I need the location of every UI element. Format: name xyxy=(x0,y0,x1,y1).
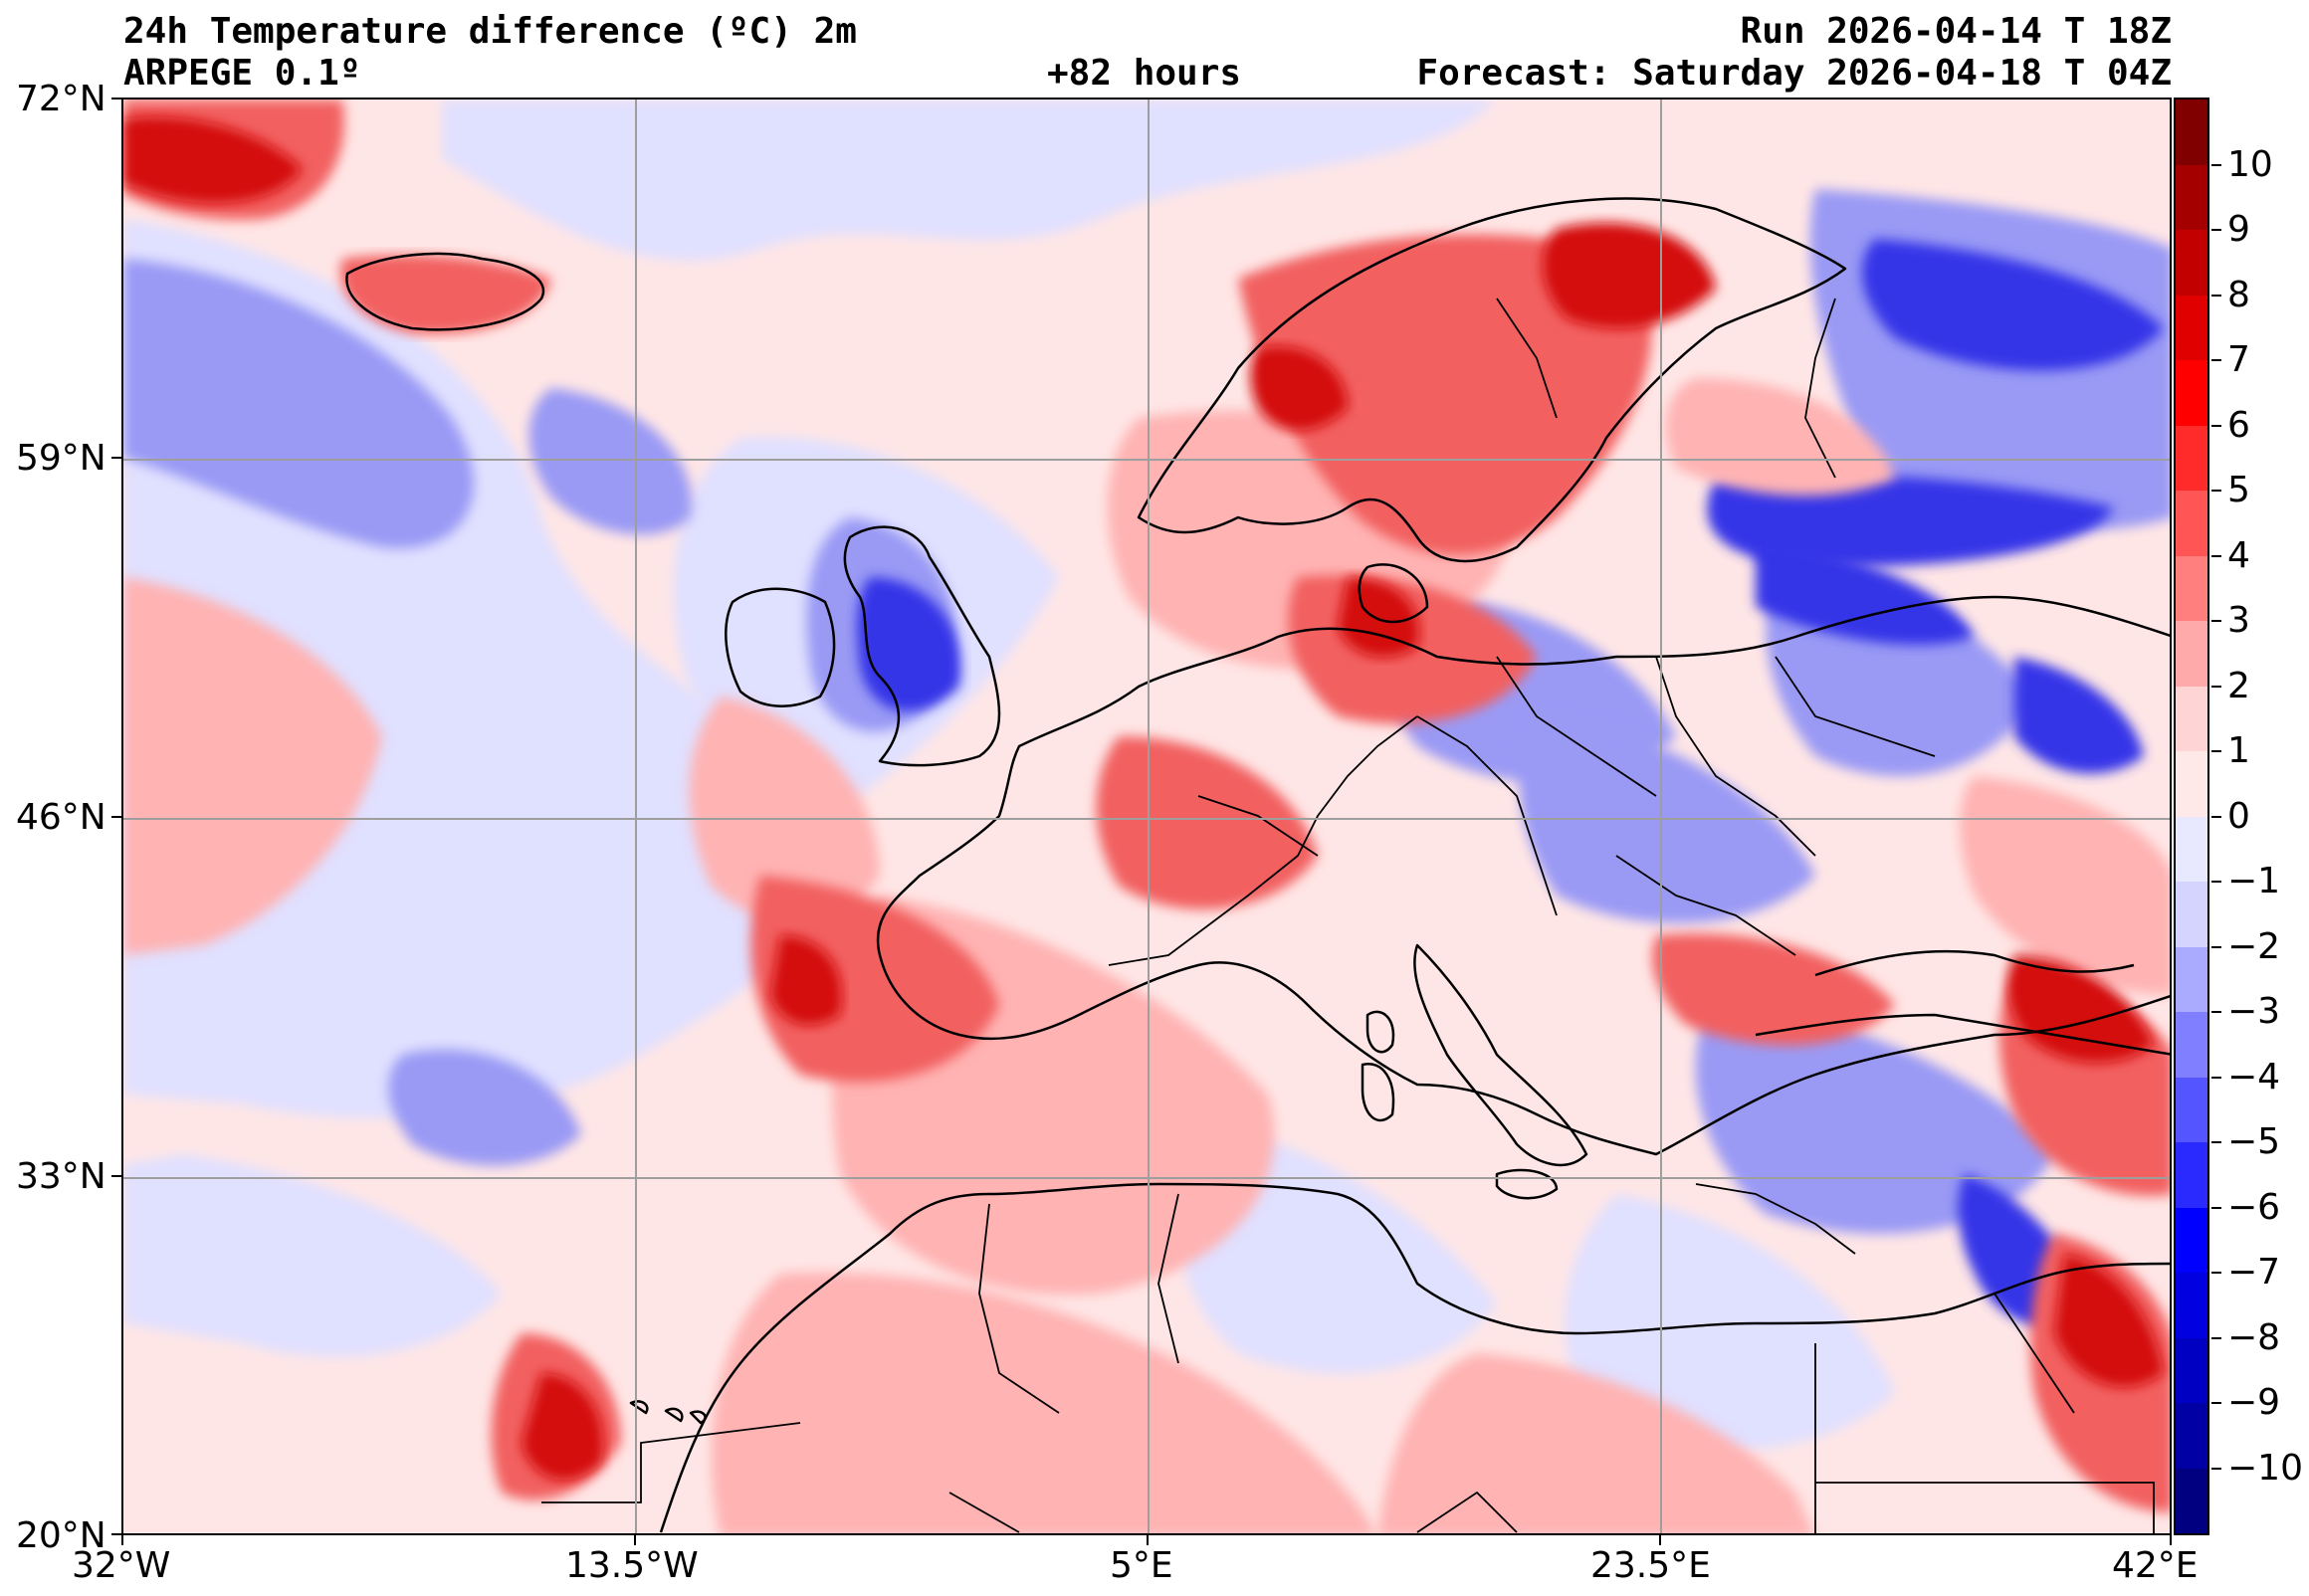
colorbar-segment xyxy=(2176,686,2207,752)
lon-tick xyxy=(1659,1535,1661,1545)
colorbar-label: −8 xyxy=(2227,1316,2281,1358)
lon-label-5e: 5°E xyxy=(1110,1545,1173,1586)
colorbar-tick xyxy=(2211,945,2221,948)
country-borders xyxy=(541,298,2155,1533)
colorbar-segment xyxy=(2176,621,2207,688)
lon-label-32w: 32°W xyxy=(72,1545,171,1586)
lat-label-59n: 59°N xyxy=(16,438,106,479)
colorbar-segment xyxy=(2176,1207,2207,1274)
colorbar-label: 7 xyxy=(2227,339,2250,380)
colorbar-tick xyxy=(2211,881,2221,883)
colorbar-segment xyxy=(2176,1142,2207,1209)
lon-tick xyxy=(121,1535,123,1545)
colorbar-label: −1 xyxy=(2227,861,2281,901)
lat-tick xyxy=(111,816,121,818)
colorbar-tick xyxy=(2211,294,2221,297)
colorbar-segment xyxy=(2176,100,2207,166)
colorbar-segment xyxy=(2176,882,2207,948)
colorbar-tick xyxy=(2211,1206,2221,1209)
colorbar-segment xyxy=(2176,751,2207,818)
colorbar-tick xyxy=(2211,490,2221,492)
lat-label-33n: 33°N xyxy=(16,1156,106,1197)
coastlines xyxy=(345,197,2170,1533)
colorbar-tick xyxy=(2211,1076,2221,1079)
colorbar-label: −6 xyxy=(2227,1186,2281,1228)
colorbar-segment xyxy=(2176,1468,2207,1533)
colorbar-label: 5 xyxy=(2227,470,2250,510)
map-title: 24h Temperature difference (ºC) 2m xyxy=(123,11,857,52)
lat-label-20n: 20°N xyxy=(16,1515,106,1556)
colorbar-tick xyxy=(2211,620,2221,622)
lon-label-13-5w: 13.5°W xyxy=(565,1545,699,1586)
temperature-field xyxy=(123,100,2170,1533)
colorbar-label: −7 xyxy=(2227,1252,2281,1293)
colorbar-label: 8 xyxy=(2227,274,2250,315)
model-name: ARPEGE 0.1º xyxy=(123,53,361,94)
run-time: Run 2026-04-14 T 18Z xyxy=(1740,11,2172,52)
colorbar-tick xyxy=(2211,1141,2221,1143)
colorbar-label: 3 xyxy=(2227,600,2250,641)
lat-tick xyxy=(111,457,121,459)
colorbar-label: 1 xyxy=(2227,730,2250,771)
colorbar-tick xyxy=(2211,750,2221,752)
lat-tick xyxy=(111,98,121,100)
colorbar-label: 9 xyxy=(2227,209,2250,250)
colorbar-segment xyxy=(2176,425,2207,492)
colorbar-segment xyxy=(2176,1077,2207,1143)
colorbar-tick xyxy=(2211,229,2221,231)
lat-label-72n: 72°N xyxy=(16,79,106,119)
colorbar-segment xyxy=(2176,816,2207,883)
lon-tick xyxy=(634,1535,636,1545)
lat-tick xyxy=(111,1533,121,1535)
colorbar-tick xyxy=(2211,1402,2221,1404)
colorbar-segment xyxy=(2176,295,2207,361)
colorbar-tick xyxy=(2211,1467,2221,1470)
colorbar-label: −3 xyxy=(2227,991,2281,1032)
colorbar-tick xyxy=(2211,685,2221,688)
colorbar-label: 6 xyxy=(2227,404,2250,446)
colorbar-segment xyxy=(2176,1403,2207,1470)
colorbar-tick xyxy=(2211,359,2221,361)
colorbar-segment xyxy=(2176,360,2207,427)
lat-label-46n: 46°N xyxy=(16,797,106,838)
colorbar-tick xyxy=(2211,1011,2221,1013)
colorbar xyxy=(2174,98,2209,1535)
colorbar-tick xyxy=(2211,424,2221,427)
colorbar-label: 4 xyxy=(2227,534,2250,576)
lon-tick xyxy=(2170,1535,2172,1545)
colorbar-label: 0 xyxy=(2227,795,2250,837)
colorbar-label: 2 xyxy=(2227,665,2250,706)
lon-tick xyxy=(1147,1535,1149,1545)
colorbar-tick xyxy=(2211,1336,2221,1339)
colorbar-tick xyxy=(2211,163,2221,166)
colorbar-tick xyxy=(2211,1272,2221,1274)
temperature-map[interactable] xyxy=(121,98,2172,1535)
colorbar-segment xyxy=(2176,491,2207,557)
colorbar-tick xyxy=(2211,554,2221,557)
colorbar-label: −2 xyxy=(2227,925,2281,967)
colorbar-tick xyxy=(2211,815,2221,818)
colorbar-label: −4 xyxy=(2227,1056,2281,1097)
colorbar-label: −5 xyxy=(2227,1121,2281,1162)
colorbar-segment xyxy=(2176,1337,2207,1404)
lat-tick xyxy=(111,1175,121,1177)
colorbar-label: −10 xyxy=(2227,1447,2303,1489)
colorbar-segment xyxy=(2176,946,2207,1013)
colorbar-segment xyxy=(2176,230,2207,297)
colorbar-segment xyxy=(2176,1012,2207,1079)
graticule xyxy=(123,100,2170,1533)
colorbar-segment xyxy=(2176,555,2207,622)
colorbar-label: 10 xyxy=(2227,143,2273,185)
map-svg xyxy=(123,100,2170,1533)
lon-label-42e: 42°E xyxy=(2112,1545,2199,1586)
forecast-time: Forecast: Saturday 2026-04-18 T 04Z xyxy=(1416,53,2172,94)
colorbar-segment xyxy=(2176,164,2207,231)
lon-label-23-5e: 23.5°E xyxy=(1590,1545,1711,1586)
colorbar-segment xyxy=(2176,1273,2207,1339)
colorbar-label: −9 xyxy=(2227,1382,2281,1423)
lead-time: +82 hours xyxy=(1047,53,1242,94)
